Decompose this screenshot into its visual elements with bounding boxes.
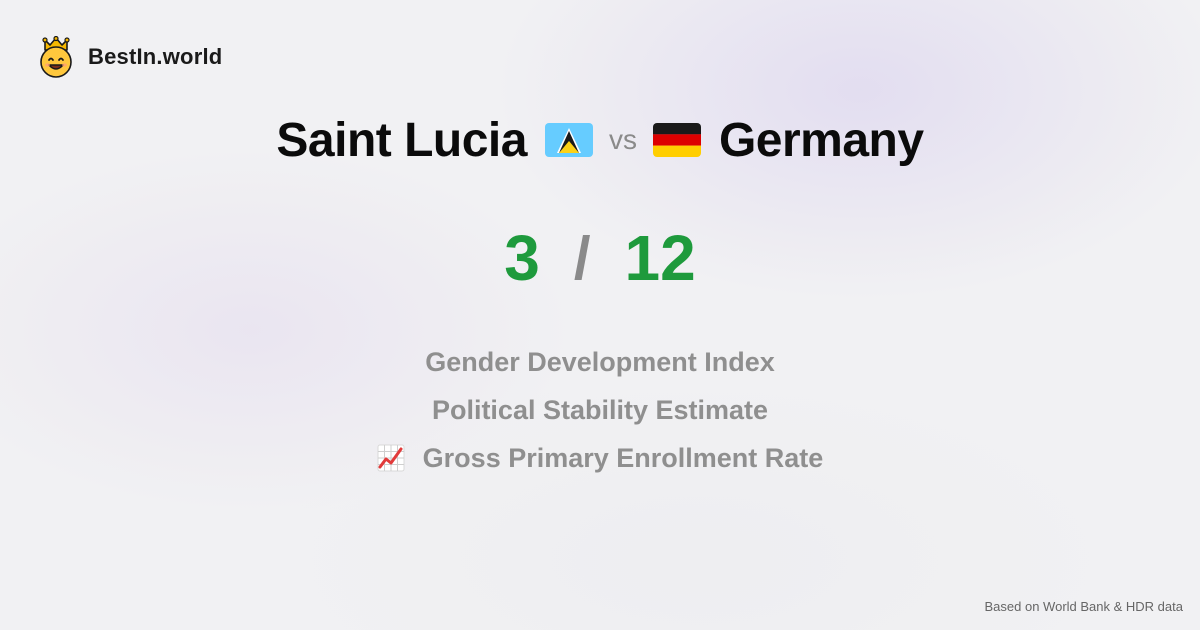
data-source-note: Based on World Bank & HDR data xyxy=(984,599,1183,614)
chart-increasing-icon xyxy=(377,444,405,472)
score: 3 / 12 xyxy=(0,218,1200,298)
metric-item: Gross Primary Enrollment Rate xyxy=(377,434,824,482)
metric-label: Gender Development Index xyxy=(425,346,775,377)
metric-label: Gross Primary Enrollment Rate xyxy=(422,442,824,473)
country-left-name: Saint Lucia xyxy=(276,113,527,167)
crown-smiley-icon xyxy=(40,36,72,78)
metric-item: Political Stability Estimate xyxy=(432,386,768,434)
brand-name: BestIn.world xyxy=(88,44,223,69)
germany-flag-icon xyxy=(652,123,701,157)
metric-label: Political Stability Estimate xyxy=(431,394,769,425)
score-right: 12 xyxy=(624,222,696,294)
comparison-title: Saint Lucia vs Germany xyxy=(0,108,1200,172)
score-left: 3 xyxy=(504,222,540,294)
metrics-list: Gender Development Index Political Stabi… xyxy=(0,338,1200,482)
saint-lucia-flag-icon xyxy=(544,123,593,157)
country-right-name: Germany xyxy=(718,113,924,167)
brand[interactable]: BestIn.world xyxy=(38,36,222,78)
metric-item: Gender Development Index xyxy=(425,338,775,386)
score-separator: / xyxy=(573,224,591,292)
vs-label: vs xyxy=(608,124,637,155)
